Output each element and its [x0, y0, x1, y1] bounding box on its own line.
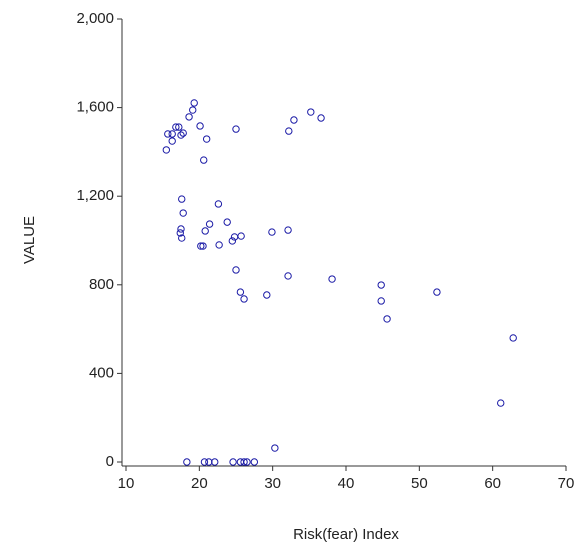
point	[236, 288, 245, 296]
point	[162, 146, 171, 154]
point	[377, 281, 385, 289]
point	[177, 131, 185, 139]
point	[228, 237, 237, 245]
point	[271, 444, 279, 452]
point	[201, 227, 209, 235]
point	[317, 114, 325, 122]
x-tick-label: 70	[558, 475, 575, 492]
y-tick-label: 1,600	[76, 99, 114, 116]
point	[164, 130, 172, 138]
point	[211, 458, 219, 466]
point	[307, 108, 315, 116]
point	[497, 399, 505, 407]
point	[168, 137, 176, 145]
point	[232, 125, 240, 133]
point	[240, 458, 248, 466]
point	[328, 275, 336, 283]
point	[197, 242, 205, 250]
point	[268, 228, 276, 236]
point	[284, 226, 292, 234]
point	[237, 232, 245, 240]
point	[433, 288, 441, 296]
point	[214, 200, 223, 208]
point	[183, 458, 191, 466]
point	[200, 156, 208, 164]
x-tick-label: 60	[484, 475, 501, 492]
point	[223, 218, 231, 226]
point	[185, 113, 193, 121]
point	[290, 116, 298, 124]
point	[284, 272, 292, 280]
point	[205, 458, 213, 466]
point	[509, 334, 517, 342]
y-axis-title: VALUE	[21, 216, 38, 264]
point	[168, 130, 176, 138]
point	[229, 458, 237, 466]
point	[178, 234, 186, 242]
point	[250, 458, 259, 466]
point	[196, 122, 204, 130]
point	[202, 135, 211, 143]
x-tick-label: 20	[191, 475, 208, 492]
point	[240, 295, 248, 303]
point	[243, 458, 251, 466]
point	[179, 209, 187, 217]
y-tick-label: 2,000	[76, 10, 114, 27]
point	[178, 195, 186, 203]
point	[205, 220, 214, 228]
point	[232, 266, 240, 274]
y-tick-label: 1,200	[76, 187, 114, 204]
x-tick-label: 30	[264, 475, 281, 492]
point	[215, 241, 223, 249]
point	[199, 242, 207, 250]
point	[377, 297, 385, 305]
y-tick-label: 800	[89, 276, 114, 293]
point	[176, 229, 184, 237]
point	[383, 315, 391, 323]
point	[172, 123, 180, 131]
point	[175, 123, 183, 131]
x-tick-label: 40	[338, 475, 355, 492]
point	[263, 291, 271, 299]
point	[200, 458, 209, 466]
point	[285, 127, 293, 135]
point	[179, 129, 187, 137]
y-tick-label: 400	[89, 364, 114, 381]
x-tick-label: 10	[118, 475, 135, 492]
x-axis-title: Risk(fear) Index	[293, 526, 399, 543]
point	[189, 106, 197, 114]
y-tick-label: 0	[106, 453, 114, 470]
point	[190, 99, 198, 107]
x-tick-label: 50	[411, 475, 428, 492]
point	[177, 225, 185, 233]
